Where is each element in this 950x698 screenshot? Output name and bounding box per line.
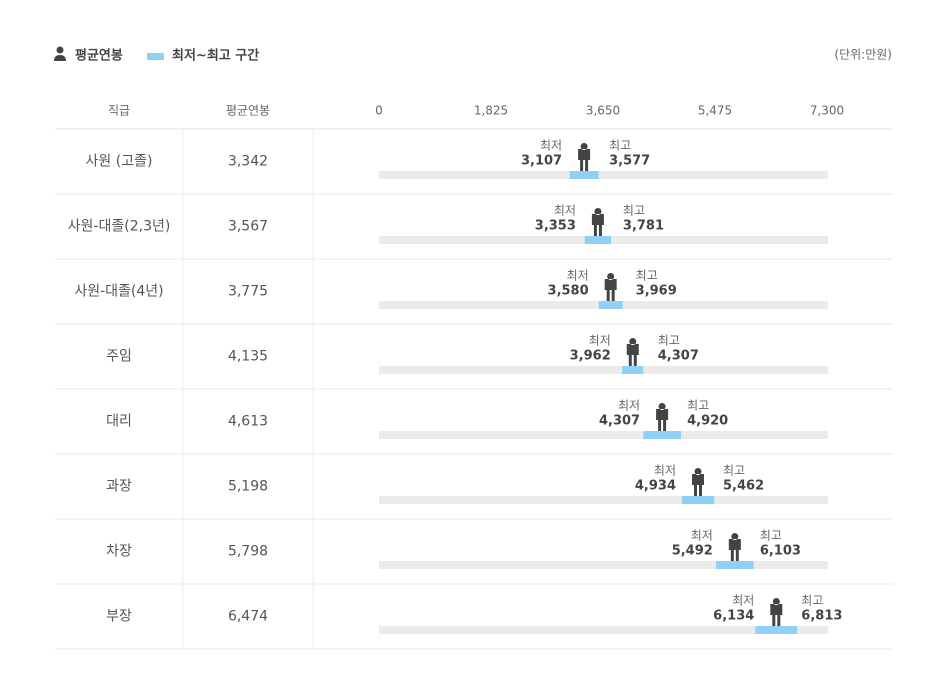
range-bar xyxy=(643,431,681,439)
min-caption: 최저 xyxy=(589,334,611,348)
max-value: 5,462 xyxy=(723,479,764,494)
min-value: 3,962 xyxy=(570,349,611,364)
range-bar xyxy=(755,626,798,634)
average-marker xyxy=(604,273,617,301)
range-bar xyxy=(598,301,623,309)
legend-label: 최저~최고 구간 xyxy=(172,48,259,64)
legend-swatch xyxy=(147,53,164,60)
max-caption: 최고 xyxy=(623,204,645,218)
average-marker xyxy=(728,533,741,561)
max-value: 3,781 xyxy=(623,219,664,234)
min-value: 5,492 xyxy=(672,544,713,559)
unit-label: (단위:만원) xyxy=(834,48,892,62)
min-value: 3,353 xyxy=(535,219,576,234)
track xyxy=(379,366,828,374)
category-label: 사원 (고졸) xyxy=(86,154,153,170)
legend-label: 평균연봉 xyxy=(75,48,123,64)
x-tick-label: 1,825 xyxy=(474,104,508,118)
max-value: 4,307 xyxy=(658,349,699,364)
average-marker xyxy=(626,338,639,366)
min-caption: 최저 xyxy=(554,204,576,218)
min-value: 4,307 xyxy=(599,414,640,429)
track xyxy=(379,626,828,634)
range-bar xyxy=(569,171,599,179)
min-caption: 최저 xyxy=(567,269,589,283)
category-label: 사원-대졸(2,3년) xyxy=(68,219,171,235)
min-value: 4,934 xyxy=(635,479,676,494)
average-label: 3,775 xyxy=(228,284,268,300)
max-value: 3,577 xyxy=(609,154,650,169)
category-label: 사원-대졸(4년) xyxy=(74,284,163,300)
max-caption: 최고 xyxy=(687,399,709,413)
category-label: 대리 xyxy=(106,414,132,430)
x-tick-label: 3,650 xyxy=(586,104,620,118)
average-label: 4,613 xyxy=(228,414,268,430)
max-value: 3,969 xyxy=(636,284,677,299)
range-bar xyxy=(716,561,754,569)
average-label: 4,135 xyxy=(228,349,268,365)
min-value: 3,580 xyxy=(548,284,589,299)
range-bar xyxy=(681,496,715,504)
category-label: 과장 xyxy=(106,479,132,495)
x-tick-label: 5,475 xyxy=(698,104,732,118)
min-caption: 최저 xyxy=(654,464,676,478)
min-value: 6,134 xyxy=(713,609,754,624)
max-caption: 최고 xyxy=(723,464,745,478)
max-value: 6,103 xyxy=(760,544,801,559)
max-value: 4,920 xyxy=(687,414,728,429)
legend-icon xyxy=(56,46,64,54)
max-caption: 최고 xyxy=(760,529,782,543)
min-caption: 최저 xyxy=(618,399,640,413)
track xyxy=(379,431,828,439)
average-marker xyxy=(578,143,591,171)
range-bar xyxy=(622,366,644,374)
column-header: 평균연봉 xyxy=(226,104,270,118)
average-label: 5,798 xyxy=(228,544,268,560)
column-header: 직급 xyxy=(108,104,130,118)
min-value: 3,107 xyxy=(521,154,562,169)
track xyxy=(379,561,828,569)
max-caption: 최고 xyxy=(658,334,680,348)
average-label: 3,567 xyxy=(228,219,268,235)
average-label: 5,198 xyxy=(228,479,268,495)
category-label: 주임 xyxy=(106,349,132,365)
average-marker xyxy=(692,468,705,496)
category-label: 차장 xyxy=(106,544,132,560)
min-caption: 최저 xyxy=(691,529,713,543)
average-label: 3,342 xyxy=(228,154,268,170)
x-tick-label: 0 xyxy=(375,104,383,118)
max-value: 6,813 xyxy=(801,609,842,624)
min-caption: 최저 xyxy=(540,139,562,153)
max-caption: 최고 xyxy=(636,269,658,283)
legend-icon xyxy=(54,55,66,61)
track xyxy=(379,171,828,179)
legend: 평균연봉 최저~최고 구간 xyxy=(54,46,259,64)
average-marker xyxy=(656,403,669,431)
average-label: 6,474 xyxy=(228,609,268,625)
average-marker xyxy=(770,598,783,626)
average-marker xyxy=(591,208,604,236)
category-label: 부장 xyxy=(106,609,132,625)
track xyxy=(379,496,828,504)
range-bar xyxy=(584,236,612,244)
max-caption: 최고 xyxy=(801,594,823,608)
max-caption: 최고 xyxy=(609,139,631,153)
x-tick-label: 7,300 xyxy=(810,104,844,118)
min-caption: 최저 xyxy=(732,594,754,608)
